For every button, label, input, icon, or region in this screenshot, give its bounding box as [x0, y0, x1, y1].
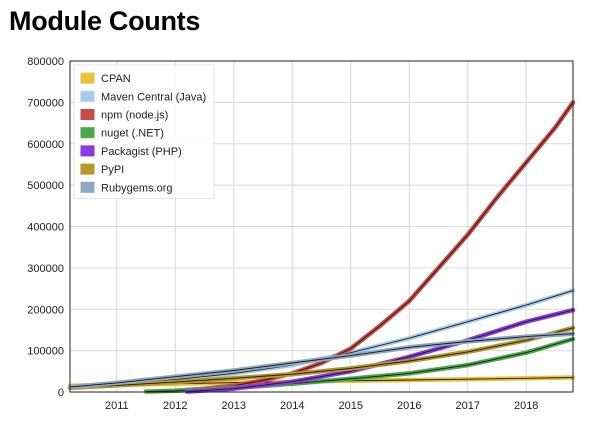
- y-tick-label: 100000: [27, 346, 64, 358]
- x-tick-label: 2012: [163, 400, 187, 412]
- x-tick-label: 2015: [339, 400, 363, 412]
- legend: CPAN Maven Central (Java) npm (node.js) nug…: [73, 64, 215, 199]
- y-tick-label: 500000: [27, 180, 64, 192]
- x-tick-label: 2016: [397, 400, 421, 412]
- y-tick-label: 400000: [27, 222, 64, 234]
- legend-swatch: [79, 108, 96, 121]
- legend-box: [73, 64, 215, 199]
- axis-layer: 0 100000 200000 300000 400000 500000 600000 700…: [27, 56, 538, 412]
- legend-label: nuget (.NET): [101, 128, 164, 140]
- y-tick-label: 0: [58, 387, 64, 399]
- y-tick-label: 200000: [27, 304, 64, 316]
- x-tick-label: 2014: [280, 400, 304, 412]
- series-line-core-rubygems-org: [69, 333, 574, 388]
- plot-frame: [69, 60, 574, 393]
- series-line-core-pypi: [69, 327, 574, 389]
- y-tick-label: 300000: [27, 263, 64, 275]
- y-tick-label: 700000: [27, 97, 64, 109]
- legend-swatch: [79, 71, 96, 85]
- legend-swatch: [79, 180, 96, 194]
- y-tick-label: 600000: [27, 139, 64, 151]
- legend-label: PyPI: [101, 164, 124, 176]
- legend-label: Rubygems.org: [101, 182, 173, 194]
- legend-swatch: [79, 89, 96, 103]
- legend-label: CPAN: [101, 73, 131, 85]
- x-tick-label: 2013: [222, 400, 246, 412]
- series-layer: [67, 100, 576, 394]
- x-tick-label: 2018: [514, 400, 538, 412]
- y-tick-label: 800000: [27, 56, 64, 68]
- legend-label: Maven Central (Java): [101, 91, 206, 103]
- legend-label: npm (node.js): [101, 110, 168, 122]
- x-tick-label: 2011: [105, 400, 129, 412]
- legend-swatch: [79, 126, 96, 140]
- page-title: Module Counts: [9, 6, 201, 36]
- legend-swatch: [79, 144, 96, 158]
- legend-label: Packagist (PHP): [101, 146, 182, 158]
- x-tick-label: 2017: [455, 400, 479, 412]
- legend-swatch: [79, 162, 96, 176]
